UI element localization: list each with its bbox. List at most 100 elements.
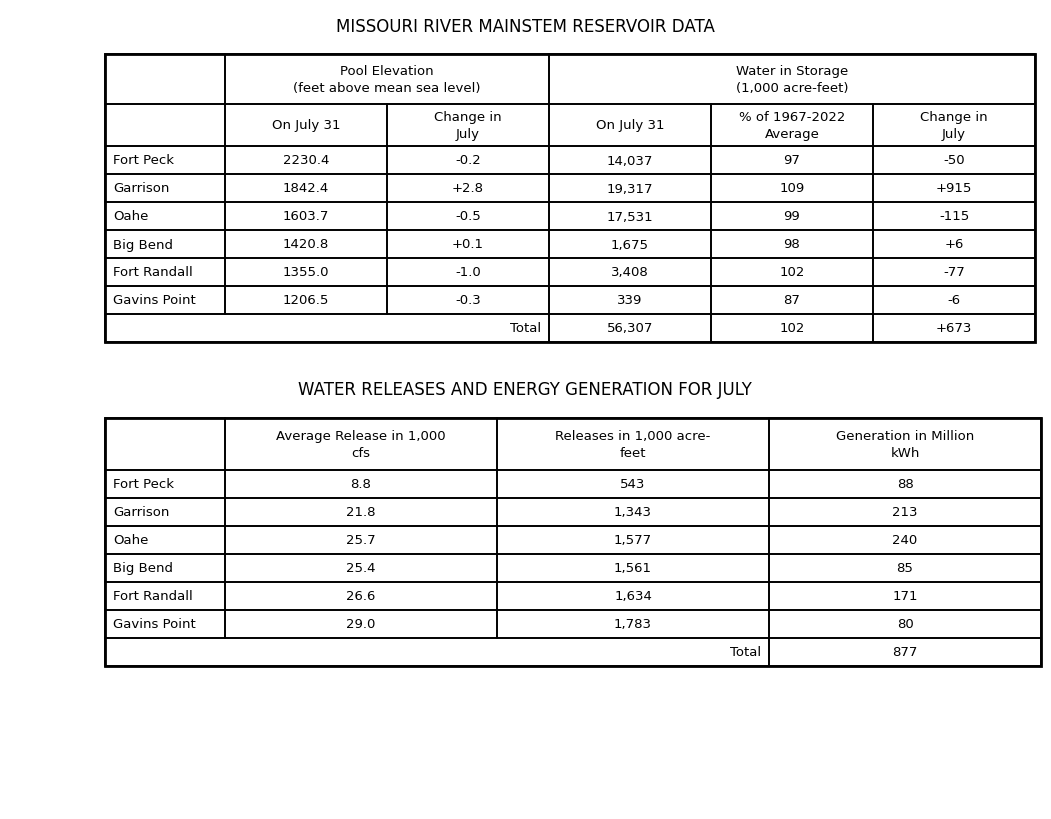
Bar — [387, 174, 549, 203]
Text: 1842.4: 1842.4 — [283, 183, 329, 195]
Bar — [769, 419, 1040, 470]
Text: 213: 213 — [892, 506, 918, 519]
Text: 102: 102 — [779, 266, 805, 279]
Text: Total: Total — [729, 645, 761, 658]
Bar — [105, 419, 1040, 666]
Text: Big Bend: Big Bend — [114, 238, 173, 251]
Text: -50: -50 — [943, 154, 965, 167]
Text: Fort Peck: Fort Peck — [114, 478, 174, 491]
Bar — [710, 174, 873, 203]
Bar — [549, 147, 710, 174]
Text: Average Release in 1,000
cfs: Average Release in 1,000 cfs — [276, 429, 446, 459]
Bar — [549, 231, 710, 259]
Bar — [549, 105, 710, 147]
Bar — [710, 105, 873, 147]
Bar — [387, 287, 549, 314]
Bar — [105, 259, 225, 287]
Text: -115: -115 — [939, 210, 969, 224]
Bar — [497, 610, 769, 638]
Text: -1.0: -1.0 — [455, 266, 481, 279]
Bar — [225, 231, 387, 259]
Text: 1,343: 1,343 — [614, 506, 652, 519]
Text: 3,408: 3,408 — [611, 266, 648, 279]
Bar — [105, 314, 549, 342]
Bar — [549, 203, 710, 231]
Bar — [769, 610, 1040, 638]
Bar — [225, 582, 497, 610]
Bar — [710, 231, 873, 259]
Text: 19,317: 19,317 — [606, 183, 654, 195]
Text: Fort Peck: Fort Peck — [114, 154, 174, 167]
Bar — [105, 638, 769, 666]
Bar — [387, 203, 549, 231]
Text: 171: 171 — [892, 590, 918, 603]
Text: 339: 339 — [617, 294, 643, 307]
Text: Pool Elevation
(feet above mean sea level): Pool Elevation (feet above mean sea leve… — [293, 65, 480, 95]
Bar — [387, 259, 549, 287]
Text: Change in
July: Change in July — [921, 111, 988, 141]
Bar — [105, 174, 225, 203]
Text: 1,577: 1,577 — [614, 534, 652, 547]
Text: 14,037: 14,037 — [606, 154, 653, 167]
Bar — [225, 527, 497, 554]
Bar — [105, 527, 225, 554]
Bar — [225, 147, 387, 174]
Bar — [225, 55, 549, 105]
Bar — [873, 203, 1035, 231]
Text: Fort Randall: Fort Randall — [114, 590, 192, 603]
Bar — [225, 105, 387, 147]
Bar — [769, 582, 1040, 610]
Bar — [105, 147, 225, 174]
Text: 26.6: 26.6 — [347, 590, 375, 603]
Text: 102: 102 — [779, 322, 805, 335]
Text: 97: 97 — [784, 154, 801, 167]
Bar — [105, 55, 1035, 342]
Bar — [225, 554, 497, 582]
Text: Oahe: Oahe — [114, 534, 148, 547]
Bar — [387, 105, 549, 147]
Text: Water in Storage
(1,000 acre-feet): Water in Storage (1,000 acre-feet) — [736, 65, 848, 95]
Text: 29.0: 29.0 — [347, 618, 375, 631]
Text: 88: 88 — [897, 478, 913, 491]
Bar — [769, 554, 1040, 582]
Text: 1,675: 1,675 — [611, 238, 650, 251]
Text: 2230.4: 2230.4 — [283, 154, 329, 167]
Text: 1603.7: 1603.7 — [283, 210, 329, 224]
Text: % of 1967-2022
Average: % of 1967-2022 Average — [739, 111, 845, 141]
Text: -0.3: -0.3 — [455, 294, 481, 307]
Bar — [549, 287, 710, 314]
Bar — [497, 499, 769, 527]
Bar — [105, 610, 225, 638]
Bar — [769, 638, 1040, 666]
Bar — [769, 470, 1040, 499]
Bar — [549, 314, 710, 342]
Text: +915: +915 — [935, 183, 972, 195]
Text: Gavins Point: Gavins Point — [114, 618, 195, 631]
Bar — [873, 231, 1035, 259]
Bar — [105, 470, 225, 499]
Text: On July 31: On July 31 — [272, 120, 341, 133]
Bar — [225, 499, 497, 527]
Text: +0.1: +0.1 — [452, 238, 485, 251]
Text: 1420.8: 1420.8 — [283, 238, 329, 251]
Bar — [873, 147, 1035, 174]
Text: Fort Randall: Fort Randall — [114, 266, 192, 279]
Text: 8.8: 8.8 — [351, 478, 371, 491]
Text: Total: Total — [510, 322, 541, 335]
Bar — [387, 147, 549, 174]
Bar — [497, 527, 769, 554]
Text: Change in
July: Change in July — [434, 111, 501, 141]
Text: 1206.5: 1206.5 — [283, 294, 329, 307]
Bar — [225, 470, 497, 499]
Text: 25.7: 25.7 — [346, 534, 376, 547]
Text: 87: 87 — [784, 294, 801, 307]
Text: 80: 80 — [897, 618, 913, 631]
Bar — [497, 470, 769, 499]
Text: 1355.0: 1355.0 — [283, 266, 329, 279]
Text: 21.8: 21.8 — [346, 506, 376, 519]
Text: 543: 543 — [620, 478, 645, 491]
Bar — [105, 55, 225, 105]
Bar — [225, 287, 387, 314]
Text: Releases in 1,000 acre-
feet: Releases in 1,000 acre- feet — [555, 429, 710, 459]
Text: +673: +673 — [935, 322, 972, 335]
